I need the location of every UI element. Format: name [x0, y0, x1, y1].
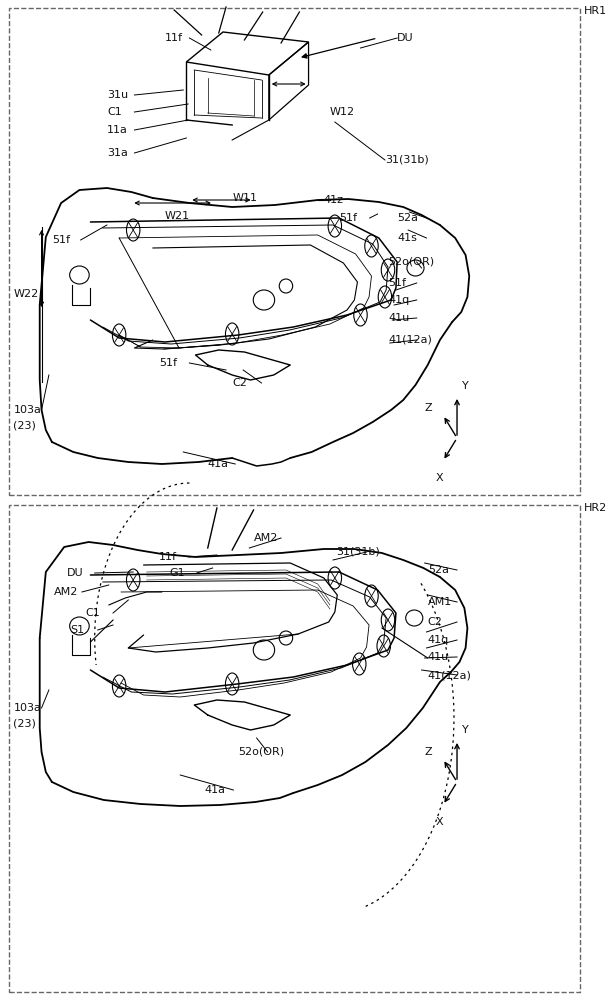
- Text: 51f: 51f: [159, 358, 177, 368]
- Text: 41(12a): 41(12a): [388, 335, 432, 345]
- Text: (23): (23): [13, 421, 36, 431]
- Text: DU: DU: [67, 568, 84, 578]
- Text: Y: Y: [462, 725, 469, 735]
- Text: 31(31b): 31(31b): [336, 547, 380, 557]
- Text: Y: Y: [462, 381, 469, 391]
- Text: AM1: AM1: [428, 597, 452, 607]
- Text: S1: S1: [70, 625, 84, 635]
- Text: 41(12a): 41(12a): [428, 670, 472, 680]
- Text: 11f: 11f: [159, 552, 177, 562]
- Text: W11: W11: [232, 193, 257, 203]
- Text: 41s: 41s: [397, 233, 417, 243]
- Text: 51f: 51f: [52, 235, 70, 245]
- Text: 52o(OR): 52o(OR): [388, 257, 434, 267]
- Text: Z: Z: [424, 747, 432, 757]
- Text: X: X: [436, 817, 444, 827]
- Text: 103a: 103a: [13, 703, 42, 713]
- Text: HR2: HR2: [584, 503, 607, 513]
- Text: 41u: 41u: [428, 652, 449, 662]
- Text: 31a: 31a: [107, 148, 128, 158]
- Text: 51f: 51f: [388, 278, 406, 288]
- Text: C2: C2: [428, 617, 442, 627]
- Text: AM2: AM2: [254, 533, 278, 543]
- Text: W21: W21: [165, 211, 190, 221]
- Text: 41q: 41q: [388, 295, 409, 305]
- Text: 52o(OR): 52o(OR): [238, 747, 284, 757]
- Text: C1: C1: [107, 107, 122, 117]
- Text: C2: C2: [232, 378, 247, 388]
- Text: W22: W22: [13, 289, 38, 299]
- Text: 41a: 41a: [205, 785, 225, 795]
- FancyBboxPatch shape: [9, 505, 580, 992]
- Text: 52a: 52a: [397, 213, 418, 223]
- Text: 41z: 41z: [324, 195, 344, 205]
- Text: 41a: 41a: [208, 459, 229, 469]
- Text: DU: DU: [397, 33, 414, 43]
- Text: 103a: 103a: [13, 405, 42, 415]
- Text: 52a: 52a: [428, 565, 448, 575]
- Text: AM2: AM2: [54, 587, 78, 597]
- Text: HR1: HR1: [584, 6, 607, 16]
- Text: 31u: 31u: [107, 90, 128, 100]
- Text: X: X: [436, 473, 444, 483]
- FancyBboxPatch shape: [9, 8, 580, 495]
- Text: C1: C1: [86, 608, 100, 618]
- Text: 11a: 11a: [107, 125, 128, 135]
- Text: W12: W12: [330, 107, 355, 117]
- Text: 41u: 41u: [388, 313, 409, 323]
- Text: G1: G1: [170, 568, 186, 578]
- Text: 41q: 41q: [428, 635, 449, 645]
- Text: Z: Z: [424, 403, 432, 413]
- Text: (23): (23): [13, 719, 36, 729]
- Text: 11f: 11f: [165, 33, 183, 43]
- Text: 31(31b): 31(31b): [385, 155, 429, 165]
- Text: 51f: 51f: [339, 213, 357, 223]
